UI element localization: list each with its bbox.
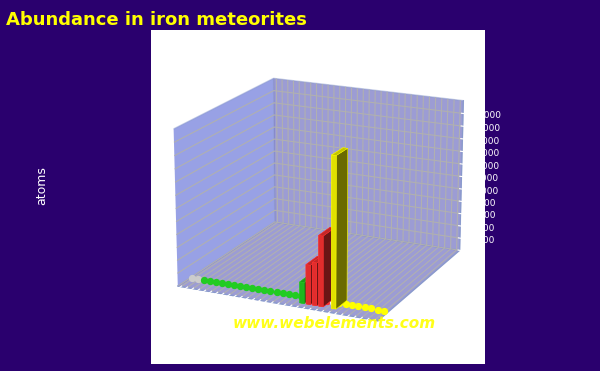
Text: atoms: atoms: [35, 166, 49, 205]
Text: Abundance in iron meteorites: Abundance in iron meteorites: [6, 11, 307, 29]
Text: www.webelements.com: www.webelements.com: [233, 316, 436, 331]
